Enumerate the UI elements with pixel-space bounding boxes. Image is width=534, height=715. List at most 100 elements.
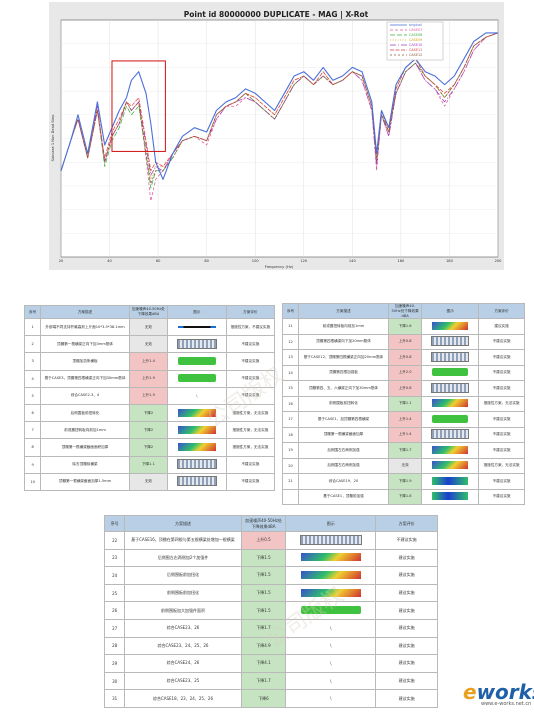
table-row: 14 顶棚第四根加强板 上升2.0 不建议实施: [281, 364, 525, 381]
row-number: 10: [23, 472, 42, 491]
scheme-thumbnail: [177, 476, 217, 487]
scheme-thumbnail: [177, 338, 217, 349]
row-description: 顶棚第一根横梁正向下加3mm筋体: [40, 335, 130, 354]
x-tick-label: 60: [156, 259, 161, 263]
row-description: 后侧围板前加扭化: [124, 566, 242, 585]
row-image: [167, 403, 227, 423]
row-effect: 上升0.8: [387, 333, 423, 350]
scheme-thumbnail: [301, 588, 361, 597]
row-number: 28: [103, 636, 126, 656]
table-row: 4 基于CASE3，顶棚第四根横梁正向下加30mm筋体 上升1.9 不建议实施: [23, 369, 276, 388]
row-effect: 下降1.6: [387, 318, 423, 335]
row-number: 5: [23, 386, 42, 405]
table-row: 29 综合CASE24、26 下降4.1 \ 建议实施: [103, 654, 438, 673]
row-evaluation: 措施性方案，无法实施: [478, 395, 525, 412]
row-evaluation: 建议实施: [375, 654, 438, 673]
x-axis-label: Frequency (Hz): [265, 264, 294, 269]
header-effect: 加速噪声40-50Hz处下降效果dBA: [387, 303, 423, 319]
scheme-thumbnail: [301, 570, 361, 579]
header-desc: 方案描述: [124, 515, 242, 532]
row-image: [421, 318, 480, 335]
row-effect: 无效: [128, 335, 169, 354]
row-effect: 下降1.5: [240, 601, 287, 620]
chart-title: Point id 80000000 DUPLICATE - MAG | X-Ro…: [184, 10, 369, 20]
legend-entry: CASE10: [409, 43, 422, 47]
row-description: 前或震扭转板向前加1mm: [40, 421, 130, 440]
row-evaluation: 措施性方案，无法实施: [225, 438, 276, 457]
scheme-thumbnail: [431, 336, 470, 347]
row-effect: 下降1.5: [240, 566, 287, 585]
row-effect: 上升0.5: [240, 531, 287, 550]
row-description: 除去顶棚前横梁: [40, 455, 130, 474]
row-image: [167, 438, 227, 457]
row-effect: 上升0.8: [387, 380, 423, 397]
frequency-response-chart: Point id 80000000 DUPLICATE - MAG | X-Ro…: [49, 2, 504, 270]
row-number: 1: [23, 317, 42, 337]
scheme-thumbnail: [178, 408, 216, 417]
row-image: [421, 411, 480, 428]
row-description: 顶棚第四根横梁向下加20mm筋体: [298, 333, 389, 350]
row-image: [421, 333, 480, 350]
row-evaluation: 不建议实施: [225, 369, 276, 388]
row-evaluation: 不建议实施: [478, 333, 525, 350]
row-effect: 上升2.0: [387, 364, 423, 381]
row-number: 30: [103, 671, 126, 691]
row-evaluation: 不建议实施: [478, 380, 525, 397]
row-description: 后侧围左右两侧加强: [298, 457, 389, 474]
row-image: [421, 488, 480, 505]
table-row: 7 前或震扭转板向前加1mm 下降2 措施性方案，无法实施: [23, 421, 276, 440]
x-tick-label: 20: [59, 259, 64, 263]
header-no: 序号: [103, 515, 126, 532]
row-number: 7: [23, 421, 42, 440]
row-evaluation: 不建议实施: [478, 411, 525, 428]
row-evaluation: 不建议实施: [225, 472, 276, 491]
table-row: 19 后侧围左右两侧加强 下降1.7 不建议实施: [281, 442, 525, 459]
row-image: [421, 426, 480, 443]
row-number: 25: [103, 583, 126, 603]
row-number: 11: [281, 318, 300, 335]
row-effect: 下降1.7: [240, 671, 287, 691]
row-description: 综合CASE23、26: [124, 618, 242, 638]
row-effect: 下降1.5: [240, 548, 287, 568]
scheme-thumbnail: [431, 429, 470, 440]
row-image: [167, 421, 227, 440]
row-image: [421, 364, 480, 381]
row-description: 综合CASE18、23、24、25、26: [124, 689, 242, 708]
row-image: [285, 601, 377, 620]
series-line-case12: [60, 32, 499, 185]
table-row: 28 综合CASE23、24、25、26 下降4.9 \ 建议实施: [103, 636, 438, 656]
row-image: [167, 369, 227, 388]
row-number: 14: [281, 364, 300, 381]
x-tick-label: 200: [495, 259, 503, 263]
table-row: 20 后侧围左右两侧加强 无效 措施性方案，无法实施: [281, 457, 525, 474]
row-number: 2: [23, 335, 42, 354]
header-no: 序号: [281, 303, 300, 319]
row-description: 前侧围板前扭转化: [298, 395, 389, 412]
x-tick-label: 100: [252, 259, 260, 263]
row-effect: 下降2: [128, 438, 169, 457]
table-row: 6 后侧围板前扭转化 下降2 措施性方案，无法实施: [23, 403, 276, 423]
row-evaluation: 不建议实施: [478, 473, 525, 490]
row-evaluation: 建议实施: [375, 671, 438, 691]
row-effect: 上升0.8: [387, 349, 423, 366]
table-row: 27 综合CASE23、26 下降1.7 \ 建议实施: [103, 618, 438, 638]
table-row: 11 前或震扭转板向前加1mm 下降1.6 建议实施: [281, 318, 525, 335]
row-evaluation: 不建议实施: [225, 352, 276, 371]
row-effect: 上升1.4: [128, 352, 169, 371]
row-description: 综合CASE24、26: [124, 654, 242, 673]
row-number: 16: [281, 395, 300, 412]
x-tick-label: 120: [300, 259, 308, 263]
row-evaluation: 建议实施: [375, 601, 438, 620]
row-description: 综合CASE19、20: [298, 473, 389, 490]
row-evaluation: 建议实施: [375, 583, 438, 603]
row-evaluation: 不建议实施: [478, 442, 525, 459]
row-number: 31: [103, 689, 126, 708]
row-description: 基于CASE1，顶棚前加强: [298, 488, 389, 505]
header-effect: 加速噪声40-50Hz处下降效果dBA: [240, 515, 287, 532]
row-image: [167, 455, 227, 474]
row-evaluation: 建议实施: [375, 548, 438, 568]
row-image: \: [285, 671, 377, 691]
row-evaluation: 建议实施: [478, 318, 525, 335]
row-number: 23: [103, 548, 126, 568]
scheme-thumbnail: [431, 351, 470, 362]
